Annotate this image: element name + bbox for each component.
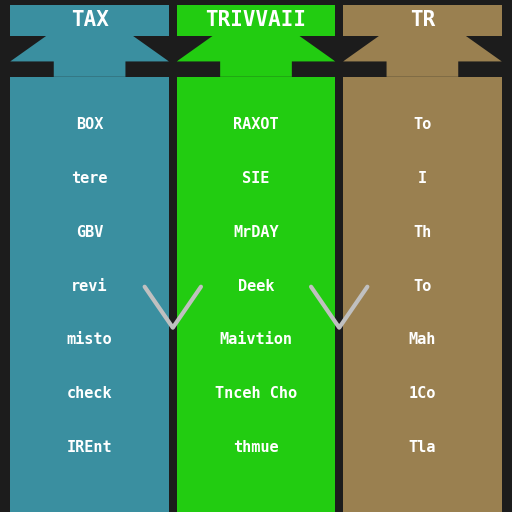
- Polygon shape: [160, 51, 185, 92]
- FancyBboxPatch shape: [343, 77, 502, 512]
- Text: IREnt: IREnt: [67, 440, 113, 455]
- Text: Maivtion: Maivtion: [220, 332, 292, 348]
- Text: To: To: [413, 117, 432, 132]
- Text: Deek: Deek: [238, 279, 274, 293]
- Text: BOX: BOX: [76, 117, 103, 132]
- Text: To: To: [413, 279, 432, 293]
- Text: Tla: Tla: [409, 440, 436, 455]
- FancyBboxPatch shape: [343, 5, 502, 36]
- Text: thmue: thmue: [233, 440, 279, 455]
- Text: I: I: [418, 170, 427, 186]
- Text: RAXOT: RAXOT: [233, 117, 279, 132]
- Text: SIE: SIE: [242, 170, 270, 186]
- Polygon shape: [177, 5, 335, 77]
- FancyBboxPatch shape: [10, 5, 169, 36]
- Text: TR: TR: [410, 10, 435, 31]
- Polygon shape: [327, 51, 352, 92]
- Text: Th: Th: [413, 225, 432, 240]
- Text: revi: revi: [71, 279, 108, 293]
- Text: 1Co: 1Co: [409, 387, 436, 401]
- Text: MrDAY: MrDAY: [233, 225, 279, 240]
- Text: check: check: [67, 387, 113, 401]
- Polygon shape: [10, 5, 169, 77]
- Text: tere: tere: [71, 170, 108, 186]
- Text: Mah: Mah: [409, 332, 436, 348]
- Text: TAX: TAX: [71, 10, 109, 31]
- Text: GBV: GBV: [76, 225, 103, 240]
- FancyBboxPatch shape: [177, 77, 335, 512]
- FancyBboxPatch shape: [335, 77, 343, 512]
- Text: Tnceh Cho: Tnceh Cho: [215, 387, 297, 401]
- Text: misto: misto: [67, 332, 113, 348]
- FancyBboxPatch shape: [169, 77, 177, 512]
- Polygon shape: [343, 5, 502, 77]
- FancyBboxPatch shape: [10, 77, 169, 512]
- Text: TRIVVAII: TRIVVAII: [205, 10, 307, 31]
- FancyBboxPatch shape: [177, 5, 335, 36]
